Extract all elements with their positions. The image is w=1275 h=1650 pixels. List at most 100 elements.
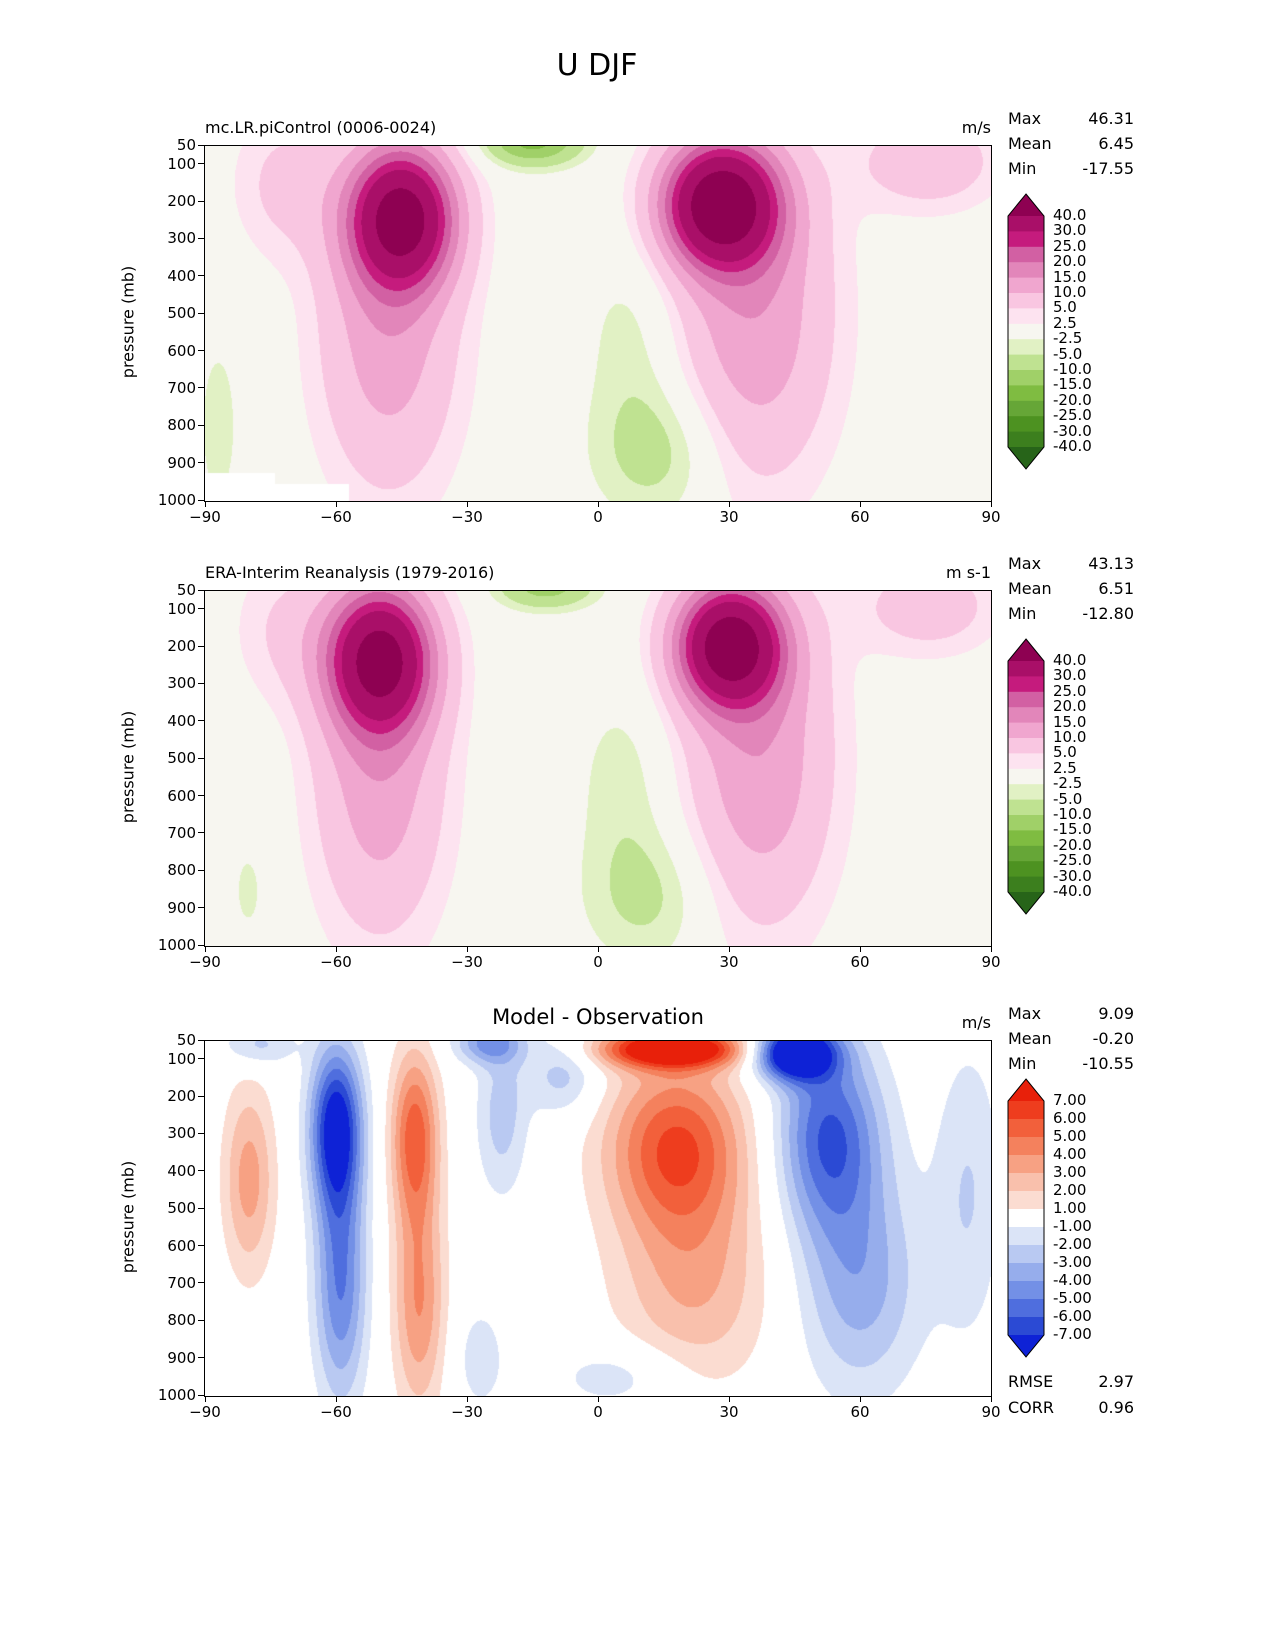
- y-tick-label: 900: [167, 1348, 196, 1367]
- colorbar-tick-label: -25.0: [1053, 851, 1092, 870]
- y-tick-mark: [198, 1058, 204, 1060]
- stats-block: Max 43.13 Mean 6.51 Min -12.80: [1008, 551, 1134, 626]
- x-tick-label: −90: [189, 953, 221, 971]
- y-tick-label: 400: [167, 266, 196, 285]
- stat-label: Min: [1008, 159, 1037, 178]
- stat-value: -17.55: [1082, 159, 1134, 178]
- y-tick-label: 500: [167, 1199, 196, 1218]
- metric-value: 0.96: [1098, 1398, 1134, 1417]
- y-tick-mark: [198, 832, 204, 834]
- y-tick-label: 1000: [157, 491, 196, 509]
- stat-label: Mean: [1008, 1029, 1052, 1048]
- stats-block: Max 9.09 Mean -0.20 Min -10.55: [1008, 1001, 1134, 1076]
- metrics-block: RMSE 2.97 CORR 0.96: [1008, 1369, 1134, 1421]
- contour-plot-area: [204, 145, 992, 502]
- x-tick-mark: [335, 1396, 337, 1402]
- x-tick-label: −90: [189, 1403, 221, 1421]
- colorbar-tick-label: -5.0: [1053, 344, 1083, 363]
- stat-value: 43.13: [1088, 554, 1134, 573]
- stat-value: 6.45: [1098, 134, 1134, 153]
- stat-row-min: Min -12.80: [1008, 601, 1134, 626]
- y-tick-label: 300: [167, 674, 196, 693]
- contour-plot-area: [204, 590, 992, 947]
- colorbar-tick-label: -2.5: [1053, 329, 1083, 348]
- y-tick-mark: [198, 163, 204, 165]
- x-tick-mark: [597, 1396, 599, 1402]
- x-tick-label: −30: [451, 508, 483, 526]
- y-tick-mark: [198, 200, 204, 202]
- stat-value: -0.20: [1092, 1029, 1134, 1048]
- metric-label: CORR: [1008, 1398, 1054, 1417]
- stat-label: Max: [1008, 554, 1042, 573]
- y-tick-mark: [198, 1132, 204, 1134]
- colorbar-svg: [1007, 1078, 1045, 1358]
- y-tick-label: 900: [167, 453, 196, 472]
- colorbar-tick-label: 25.0: [1053, 236, 1087, 255]
- colorbar-tick-label: 3.00: [1053, 1163, 1087, 1181]
- stat-row-max: Max 9.09: [1008, 1001, 1134, 1026]
- stat-label: Min: [1008, 1054, 1037, 1073]
- colorbar-tick-label: -30.0: [1053, 866, 1092, 885]
- y-tick-mark: [198, 1357, 204, 1359]
- x-tick-mark: [466, 946, 468, 952]
- colorbar-tick-label: 25.0: [1053, 681, 1087, 700]
- stat-label: Max: [1008, 1004, 1042, 1023]
- stat-value: 46.31: [1088, 109, 1134, 128]
- colorbar: [1007, 1078, 1045, 1362]
- x-tick-label: 30: [719, 1403, 739, 1421]
- y-tick-label: 200: [167, 637, 196, 656]
- x-tick-label: 0: [593, 953, 603, 971]
- x-tick-label: −30: [451, 953, 483, 971]
- stat-label: Mean: [1008, 134, 1052, 153]
- y-tick-label: 300: [167, 1124, 196, 1143]
- colorbar-tick-label: -2.5: [1053, 774, 1083, 793]
- stat-value: -10.55: [1082, 1054, 1134, 1073]
- colorbar-tick-label: 15.0: [1053, 267, 1087, 286]
- y-tick-label: 500: [167, 304, 196, 323]
- colorbar-tick-label: 2.5: [1053, 313, 1077, 332]
- colorbar-tick-label: -3.00: [1053, 1253, 1092, 1271]
- x-tick-mark: [990, 501, 992, 507]
- y-tick-mark: [198, 944, 204, 946]
- y-tick-mark: [198, 350, 204, 352]
- panel-title: Model - Observation: [492, 1005, 704, 1029]
- x-tick-mark: [728, 1396, 730, 1402]
- x-tick-label: −60: [320, 508, 352, 526]
- panel-model: mc.LR.piControl (0006-0024) m/s pressure…: [0, 0, 1275, 526]
- y-tick-mark: [198, 424, 204, 426]
- x-tick-mark: [466, 501, 468, 507]
- x-tick-mark: [859, 501, 861, 507]
- y-axis-label: pressure (mb): [118, 265, 138, 379]
- x-tick-label: 30: [719, 508, 739, 526]
- metric-value: 2.97: [1098, 1372, 1134, 1391]
- colorbar-tick-label: -20.0: [1053, 835, 1092, 854]
- y-tick-mark: [198, 312, 204, 314]
- colorbar-tick-label: -25.0: [1053, 406, 1092, 425]
- y-tick-label: 700: [167, 378, 196, 397]
- stat-label: Mean: [1008, 579, 1052, 598]
- x-tick-label: 90: [981, 508, 1001, 526]
- y-tick-label: 50: [176, 1031, 196, 1049]
- y-axis-label: pressure (mb): [118, 1160, 138, 1274]
- y-tick-mark: [198, 795, 204, 797]
- y-tick-label: 50: [176, 581, 196, 599]
- y-tick-label: 900: [167, 898, 196, 917]
- x-tick-label: −60: [320, 1403, 352, 1421]
- panel-title: ERA-Interim Reanalysis (1979-2016): [205, 563, 495, 582]
- y-tick-mark: [198, 907, 204, 909]
- y-tick-label: 600: [167, 341, 196, 360]
- x-tick-label: 60: [850, 1403, 870, 1421]
- x-tick-label: 30: [719, 953, 739, 971]
- y-tick-label: 800: [167, 1311, 196, 1330]
- y-tick-mark: [198, 275, 204, 277]
- stat-row-max: Max 43.13: [1008, 551, 1134, 576]
- colorbar-tick-label: 5.0: [1053, 743, 1077, 762]
- y-tick-mark: [198, 1282, 204, 1284]
- colorbar-tick-label: -7.00: [1053, 1325, 1092, 1343]
- y-tick-label: 100: [167, 154, 196, 173]
- stat-value: -12.80: [1082, 604, 1134, 623]
- colorbar-tick-label: 30.0: [1053, 666, 1087, 685]
- colorbar-tick-label: 2.5: [1053, 758, 1077, 777]
- y-tick-mark: [198, 645, 204, 647]
- x-tick-mark: [859, 946, 861, 952]
